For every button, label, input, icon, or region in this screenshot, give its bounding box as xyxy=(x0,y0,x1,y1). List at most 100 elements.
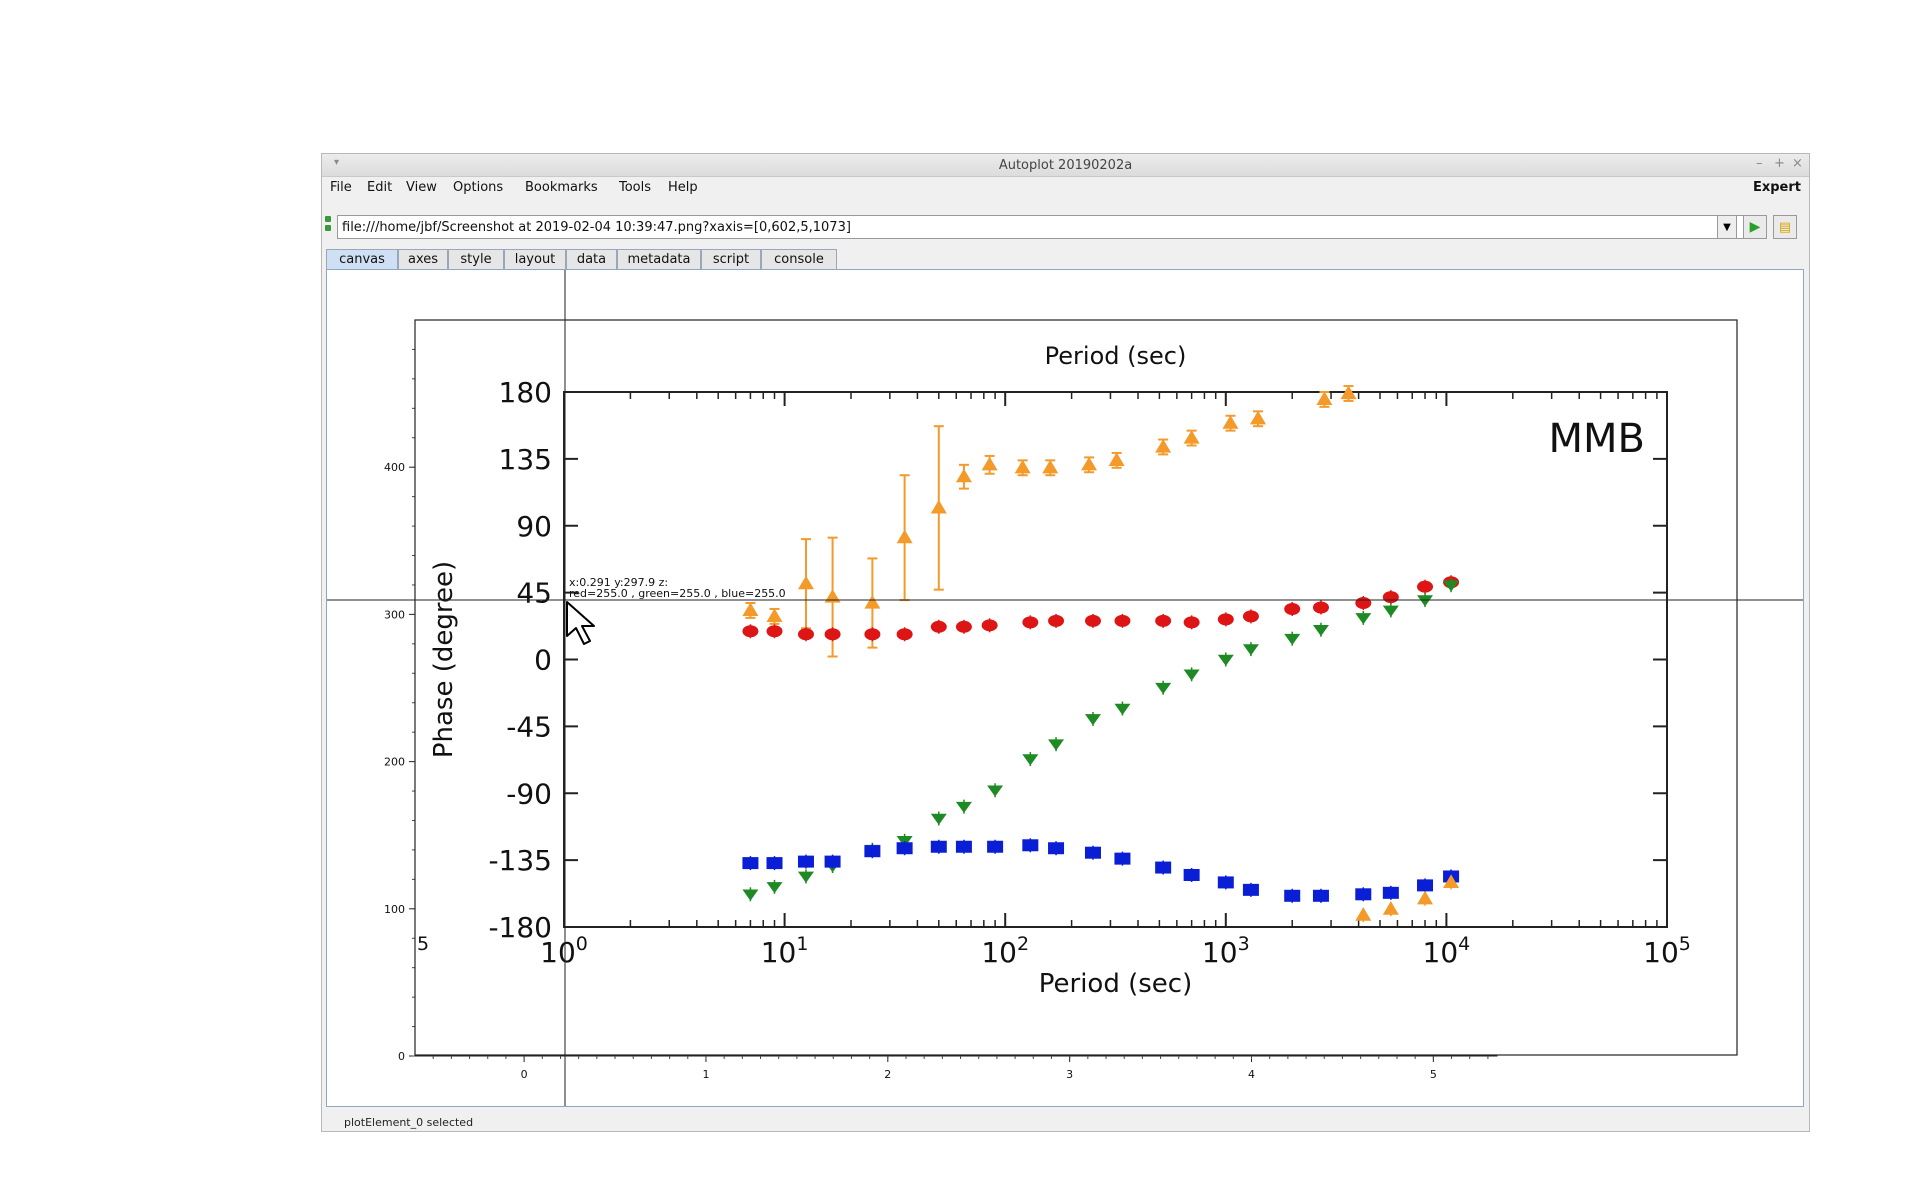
data-point-orange xyxy=(864,595,881,609)
data-point-red xyxy=(930,620,947,633)
tab-canvas[interactable]: canvas xyxy=(326,249,398,269)
menu-bookmarks[interactable]: Bookmarks xyxy=(525,180,598,195)
menu-help[interactable]: Help xyxy=(668,180,698,195)
image-y-tick-label: -180 xyxy=(488,911,552,944)
data-point-blue xyxy=(797,855,814,868)
tab-data[interactable]: data xyxy=(566,249,617,269)
expert-mode-label[interactable]: Expert xyxy=(1752,180,1801,195)
data-point-blue xyxy=(987,840,1004,853)
image-y-tick-label: 45 xyxy=(516,577,552,610)
data-point-orange xyxy=(1382,901,1399,915)
image-x-tick-label: 105 xyxy=(1643,933,1691,969)
autoplot-window: ▾ Autoplot 20190202a – + × File Edit Vie… xyxy=(321,153,1810,1132)
data-point-blue xyxy=(864,845,881,858)
y-tick-label: 400 xyxy=(384,461,405,474)
data-point-orange xyxy=(1081,456,1098,471)
data-point-green xyxy=(1114,703,1131,715)
data-point-orange xyxy=(955,468,972,483)
data-point-blue xyxy=(1355,888,1372,901)
data-point-green xyxy=(1382,605,1399,617)
menu-edit[interactable]: Edit xyxy=(367,180,393,195)
data-point-red xyxy=(1355,597,1372,610)
image-border xyxy=(414,319,1738,1056)
menu-tools[interactable]: Tools xyxy=(619,180,652,195)
data-point-green xyxy=(1183,669,1200,681)
data-point-orange xyxy=(896,529,913,544)
uri-input[interactable] xyxy=(337,215,1759,239)
data-point-red xyxy=(1382,591,1399,604)
menu-options[interactable]: Options xyxy=(453,180,504,195)
data-point-blue xyxy=(1048,842,1065,855)
data-point-green xyxy=(930,813,947,825)
data-point-orange xyxy=(981,456,998,471)
x-tick-label: 3 xyxy=(1066,1068,1073,1081)
x-tick-label: 4 xyxy=(1248,1068,1255,1081)
tab-axes[interactable]: axes xyxy=(398,249,448,269)
data-point-orange xyxy=(1250,410,1267,425)
data-point-green xyxy=(1217,654,1234,666)
image-y-tick-label: -90 xyxy=(506,777,552,810)
open-file-button[interactable]: ▤ xyxy=(1773,215,1797,239)
window-menu-icon[interactable]: ▾ xyxy=(334,157,340,168)
tab-console[interactable]: console xyxy=(761,249,837,269)
menu-bar: File Edit View Options Bookmarks Tools H… xyxy=(322,178,1809,200)
plot-canvas[interactable]: 0 1 2 3 4 5 0 100 200 300 400 Period (sec) Period (s… xyxy=(326,269,1804,1107)
data-point-orange xyxy=(824,589,841,603)
image-xlabel: Period (sec) xyxy=(1039,969,1192,999)
data-point-green xyxy=(955,801,972,814)
data-point-blue xyxy=(1217,876,1234,889)
data-point-green xyxy=(742,889,759,901)
data-point-blue xyxy=(1022,839,1039,852)
maximize-icon[interactable]: + xyxy=(1774,156,1785,171)
data-point-blue xyxy=(896,842,913,855)
tab-script[interactable]: script xyxy=(701,249,761,269)
image-x-tick-label: 101 xyxy=(761,933,809,969)
tab-layout[interactable]: layout xyxy=(504,249,566,269)
data-point-green xyxy=(1084,714,1101,726)
x-tick-label: 0 xyxy=(521,1068,528,1081)
close-icon[interactable]: × xyxy=(1792,156,1803,171)
data-point-red xyxy=(1022,616,1039,629)
image-y-tick-label: 135 xyxy=(499,443,552,476)
data-point-red xyxy=(1183,616,1200,629)
image-title: Period (sec) xyxy=(1045,342,1187,370)
image-annotation: MMB xyxy=(1549,416,1645,462)
data-point-orange xyxy=(742,602,759,617)
data-point-orange xyxy=(1183,430,1200,444)
data-point-blue xyxy=(1417,879,1434,892)
coordinate-readout-line1: x:0.291 y:297.9 z: xyxy=(569,576,668,589)
data-point-green xyxy=(1155,682,1172,695)
data-point-orange xyxy=(766,608,783,623)
image-x-tick-label: 104 xyxy=(1423,933,1471,969)
data-point-green xyxy=(1284,633,1301,646)
go-button[interactable]: ▶ xyxy=(1743,215,1767,239)
data-point-blue xyxy=(824,855,841,868)
data-point-red xyxy=(1155,614,1172,627)
title-bar[interactable]: ▾ Autoplot 20190202a – + × xyxy=(322,154,1809,177)
y-tick-label: 0 xyxy=(398,1050,405,1063)
minimize-icon[interactable]: – xyxy=(1756,156,1763,171)
tab-style[interactable]: style xyxy=(448,249,504,269)
data-point-orange xyxy=(797,575,814,590)
data-point-green xyxy=(1355,613,1372,625)
data-point-red xyxy=(766,625,783,638)
drag-handle-icon[interactable] xyxy=(325,216,331,234)
data-point-orange xyxy=(1108,452,1125,466)
menu-view[interactable]: View xyxy=(406,180,437,195)
data-point-green xyxy=(987,785,1004,797)
data-point-red xyxy=(1242,610,1259,623)
chevron-down-icon: ▼ xyxy=(1723,221,1731,233)
y-tick-label: 300 xyxy=(384,608,405,621)
data-point-red xyxy=(981,619,998,632)
tab-metadata[interactable]: metadata xyxy=(617,249,701,269)
data-point-red xyxy=(864,628,881,641)
data-point-red xyxy=(742,625,759,638)
data-point-orange xyxy=(1340,385,1357,400)
image-x-tick-label-cut: 5 xyxy=(417,933,429,955)
data-point-orange xyxy=(1155,438,1172,453)
image-y-tick-label: -135 xyxy=(488,844,552,877)
history-dropdown-button[interactable]: ▼ xyxy=(1717,215,1737,239)
menu-file[interactable]: File xyxy=(330,180,352,195)
image-y-tick-label: 180 xyxy=(499,376,552,409)
